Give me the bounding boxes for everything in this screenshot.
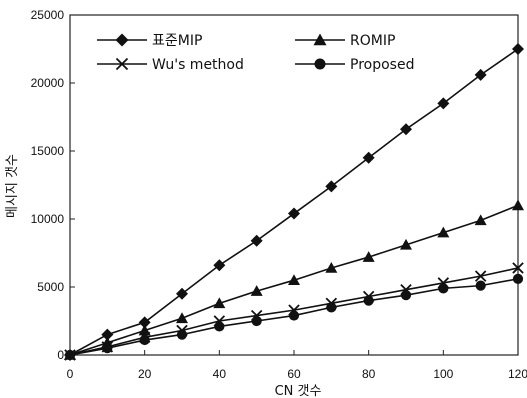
data-point: [325, 261, 338, 273]
data-point: [139, 334, 150, 346]
data-point: [251, 315, 262, 327]
y-tick-label: 25000: [31, 8, 65, 22]
x-tick-label: 40: [213, 367, 227, 381]
data-point: [400, 290, 412, 301]
series-triangle: [64, 199, 524, 360]
data-point: [213, 297, 226, 309]
legend-label: Proposed: [350, 57, 414, 73]
data-point: [250, 285, 263, 296]
y-tick-label: 15000: [31, 144, 65, 158]
data-point: [101, 328, 114, 341]
series-layer: [64, 43, 524, 361]
data-point: [213, 259, 226, 272]
data-point: [288, 310, 300, 321]
data-point: [400, 238, 412, 250]
data-point: [437, 97, 450, 110]
data-point: [474, 270, 487, 282]
data-point: [250, 234, 263, 247]
data-point: [138, 316, 151, 329]
legend-marker: [115, 33, 129, 47]
data-point: [288, 274, 300, 285]
legend-item: 표준MIP: [97, 33, 202, 49]
data-point: [176, 287, 188, 300]
y-tick-label: 20000: [31, 76, 65, 90]
data-point: [474, 214, 487, 226]
data-point: [512, 273, 524, 284]
legend-label: 표준MIP: [152, 33, 202, 49]
series-diamond: [64, 43, 524, 361]
data-point: [512, 199, 524, 211]
data-point: [512, 43, 524, 55]
data-point: [475, 280, 486, 291]
axes: 0 20 40 60 80 100 120 0 5000 10000 15000 20000 25000: [31, 8, 527, 381]
data-point: [138, 324, 151, 336]
data-point: [214, 321, 225, 332]
legend-label: ROMIP: [350, 33, 395, 49]
x-tick-label: 0: [67, 367, 74, 381]
legend-marker: [115, 57, 129, 71]
legend-marker: [313, 33, 327, 46]
data-point: [176, 312, 188, 324]
data-point: [326, 302, 337, 313]
x-axis-label: CN 갯수: [275, 384, 322, 398]
legend-label: Wu's method: [152, 57, 244, 73]
data-point: [400, 123, 412, 136]
data-point: [437, 226, 450, 238]
legend: 표준MIP ROMIP Wu's method Proposed: [97, 33, 414, 73]
y-tick-label: 5000: [37, 280, 64, 294]
data-point: [64, 349, 76, 361]
legend-item: ROMIP: [295, 33, 395, 49]
data-point: [474, 68, 487, 81]
plot-frame: [69, 14, 519, 356]
legend-item: Wu's method: [97, 57, 244, 73]
data-point: [362, 151, 375, 164]
legend-marker: [314, 58, 326, 70]
y-tick-label: 10000: [31, 212, 65, 226]
data-point: [176, 329, 188, 340]
data-point: [512, 262, 524, 274]
data-point: [438, 283, 449, 294]
data-point: [362, 251, 375, 262]
data-point: [325, 180, 338, 193]
y-tick-label: 0: [57, 348, 64, 362]
x-tick-label: 100: [433, 367, 453, 381]
y-axis-label: 메시지 갯수: [5, 154, 20, 218]
x-tick-label: 80: [362, 367, 376, 381]
series-circle: [64, 273, 524, 361]
data-point: [288, 207, 300, 220]
data-point: [102, 343, 113, 354]
legend-item: Proposed: [295, 57, 414, 73]
x-tick-label: 20: [138, 367, 152, 381]
x-tick-label: 120: [508, 367, 527, 381]
x-tick-label: 60: [287, 367, 301, 381]
data-point: [363, 295, 374, 306]
